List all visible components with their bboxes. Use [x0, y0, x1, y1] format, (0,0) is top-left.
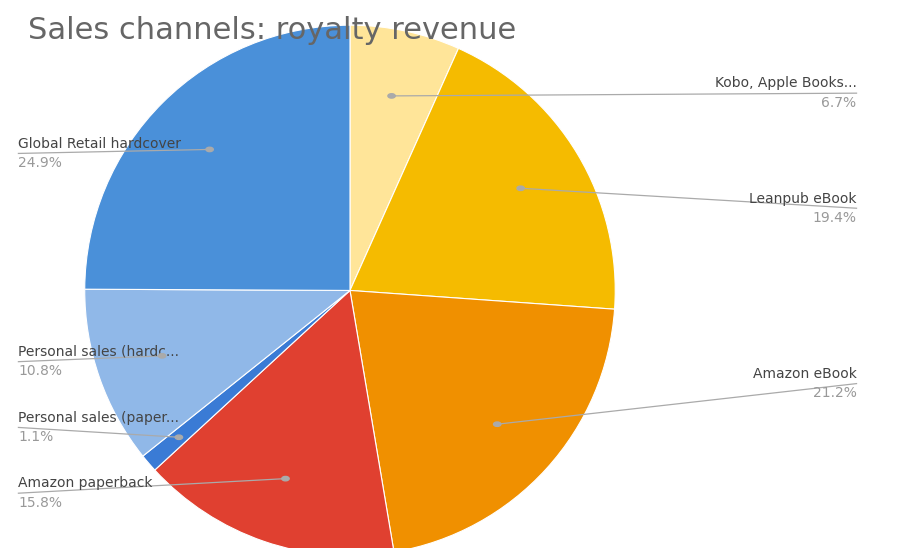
Wedge shape	[350, 25, 459, 290]
Text: 10.8%: 10.8%	[18, 364, 63, 379]
Text: Global Retail hardcover: Global Retail hardcover	[18, 136, 181, 151]
Text: 1.1%: 1.1%	[18, 430, 53, 444]
Text: 15.8%: 15.8%	[18, 496, 63, 510]
Wedge shape	[143, 290, 350, 470]
Text: Kobo, Apple Books...: Kobo, Apple Books...	[715, 76, 857, 90]
Text: 19.4%: 19.4%	[812, 211, 857, 225]
Text: Amazon eBook: Amazon eBook	[752, 367, 857, 381]
Wedge shape	[350, 290, 614, 548]
Wedge shape	[85, 289, 350, 456]
Text: 24.9%: 24.9%	[18, 156, 63, 170]
Wedge shape	[155, 290, 394, 548]
Wedge shape	[350, 48, 615, 309]
Text: 6.7%: 6.7%	[822, 96, 857, 110]
Text: Amazon paperback: Amazon paperback	[18, 476, 153, 490]
Text: Sales channels: royalty revenue: Sales channels: royalty revenue	[28, 16, 516, 45]
Wedge shape	[85, 25, 350, 290]
Text: Leanpub eBook: Leanpub eBook	[749, 191, 857, 206]
Text: Personal sales (hardc...: Personal sales (hardc...	[18, 345, 180, 359]
Text: 21.2%: 21.2%	[812, 386, 857, 401]
Text: Personal sales (paper...: Personal sales (paper...	[18, 410, 180, 425]
